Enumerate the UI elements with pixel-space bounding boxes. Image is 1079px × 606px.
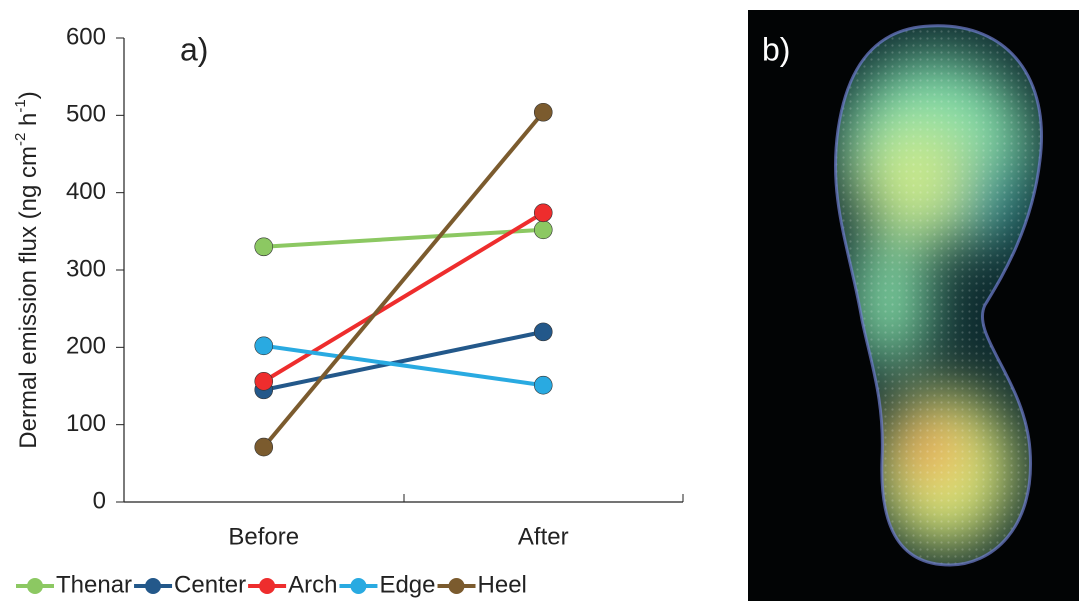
- figure: a) Dermal emission flux (ng cm-2 h-1) 0 1…: [0, 0, 1079, 601]
- image-panel: b): [748, 0, 1079, 601]
- y-axis-label-part: Dermal emission flux (ng cm: [15, 146, 42, 449]
- y-axis-label-part: -1: [12, 99, 29, 112]
- data-point: [534, 103, 552, 121]
- legend-label: Center: [174, 571, 246, 598]
- y-tick-label: 500: [66, 101, 106, 128]
- y-tick-label: 100: [66, 410, 106, 437]
- data-point: [534, 204, 552, 222]
- legend-marker: [27, 578, 43, 594]
- legend-label: Heel: [478, 571, 527, 598]
- y-tick-label: 400: [66, 178, 106, 205]
- data-point: [255, 372, 273, 390]
- legend-label: Thenar: [56, 571, 132, 598]
- y-axis-label-part: -2: [12, 133, 29, 146]
- legend-marker: [259, 578, 275, 594]
- legend: Thenar Center Arch Edge Heel: [16, 571, 527, 598]
- x-tick-label: Before: [228, 523, 299, 550]
- legend-label: Arch: [288, 571, 337, 598]
- data-point: [255, 238, 273, 256]
- data-point: [255, 337, 273, 355]
- data-point: [255, 438, 273, 456]
- data-point: [534, 221, 552, 239]
- panel-label: b): [762, 31, 790, 67]
- y-tick-label: 0: [93, 487, 106, 514]
- chart-panel: a) Dermal emission flux (ng cm-2 h-1) 0 1…: [12, 23, 683, 550]
- y-tick-label: 600: [66, 23, 106, 50]
- data-point: [534, 323, 552, 341]
- data-point: [534, 376, 552, 394]
- panel-label: a): [180, 31, 208, 67]
- y-tick-label: 300: [66, 255, 106, 282]
- y-axis-label: Dermal emission flux (ng cm-2 h-1): [12, 91, 42, 448]
- x-tick-label: After: [518, 523, 569, 550]
- legend-marker: [350, 578, 366, 594]
- y-axis-label-part: ): [15, 91, 42, 99]
- series-line: [264, 112, 544, 447]
- legend-label: Edge: [379, 571, 435, 598]
- legend-marker: [449, 578, 465, 594]
- legend-marker: [145, 578, 161, 594]
- y-tick-label: 200: [66, 333, 106, 360]
- y-axis-label-part: h: [15, 113, 42, 133]
